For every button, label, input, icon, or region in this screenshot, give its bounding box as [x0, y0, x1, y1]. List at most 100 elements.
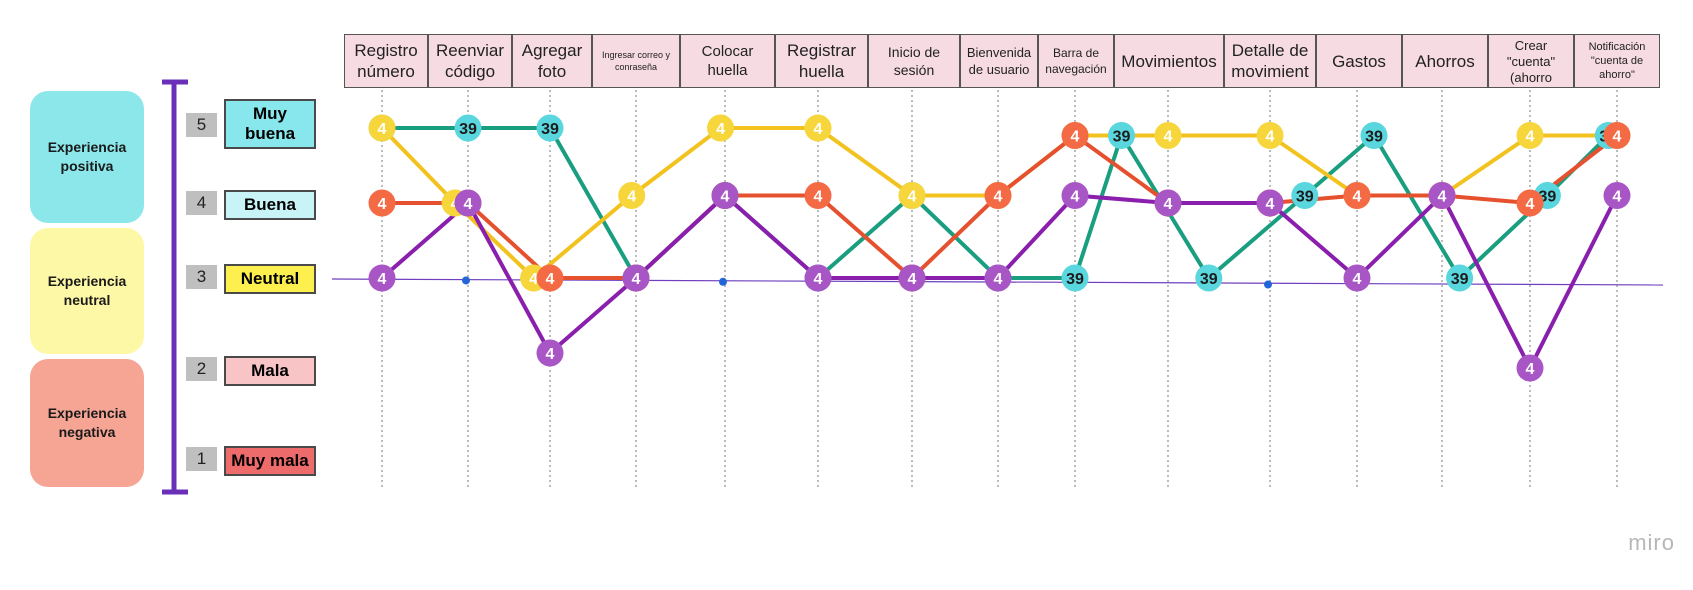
data-point-label: 4 [1438, 189, 1447, 206]
zone-negative: Experiencia negativa [30, 359, 144, 487]
data-point-label: 4 [627, 189, 636, 206]
data-point [1154, 189, 1182, 217]
step-header: Detalle de movimient [1224, 34, 1316, 88]
data-point-label: 4 [378, 121, 387, 138]
data-point-label: 4 [1526, 129, 1535, 146]
step-header: Ingresar correo y conraseña [592, 34, 680, 88]
data-point-label: 4 [1613, 129, 1622, 146]
step-header: Bienvenida de usuario [960, 34, 1038, 88]
data-point-label: 4 [1613, 189, 1622, 206]
data-point [898, 182, 926, 209]
step-header: Reenviar código [428, 34, 512, 88]
level-3-number: 3 [186, 265, 217, 289]
level-3-label: Neutral [224, 264, 316, 294]
level-4-number: 4 [186, 191, 217, 215]
data-point-label: 4 [1353, 189, 1362, 206]
data-point-label: 39 [1066, 271, 1084, 288]
data-point [804, 182, 832, 209]
data-point [1516, 122, 1544, 149]
data-point [707, 114, 735, 142]
data-point [618, 182, 646, 209]
data-point [1256, 122, 1284, 149]
data-point-label: 4 [908, 189, 917, 206]
data-point [1256, 189, 1284, 217]
data-point [711, 182, 739, 209]
step-header: Gastos [1316, 34, 1402, 88]
data-point [1195, 264, 1223, 292]
data-point [1360, 122, 1388, 149]
data-point-label: 4 [546, 346, 555, 363]
step-header: Registrar huella [775, 34, 868, 88]
data-point [1603, 122, 1631, 149]
data-point [1516, 189, 1544, 217]
data-point-label: 4 [1164, 196, 1173, 213]
miro-logo: miro [1628, 530, 1675, 555]
series-line [380, 126, 1611, 280]
data-point [1061, 182, 1089, 209]
step-header: Crear "cuenta" (ahorro [1488, 34, 1574, 88]
data-point-label: 4 [1526, 196, 1535, 213]
data-point [368, 114, 396, 142]
data-point [622, 264, 650, 292]
level-2-label: Mala [224, 356, 316, 386]
data-point-label: 4 [814, 189, 823, 206]
data-point [1108, 122, 1135, 149]
step-header: Inicio de sesión [868, 34, 960, 88]
step-header: Movimientos [1114, 34, 1224, 88]
data-point-label: 4 [1266, 196, 1275, 213]
data-point-label: 39 [1296, 189, 1314, 206]
data-point-label: 4 [908, 271, 917, 288]
step-header: Notificación "cuenta de ahorro" [1574, 34, 1660, 88]
level-1-number: 1 [186, 447, 217, 471]
data-point-label: 4 [814, 121, 823, 138]
data-point-label: 4 [529, 271, 538, 288]
baseline-dot [1264, 280, 1272, 289]
data-point-label: 4 [1353, 271, 1362, 288]
data-point-label: 4 [464, 196, 473, 213]
data-point-label: 39 [459, 121, 477, 138]
level-4-label: Buena [224, 190, 316, 220]
data-point [804, 114, 832, 142]
data-point-label: 4 [1526, 361, 1535, 378]
data-point-label: 4 [1266, 129, 1275, 146]
step-header: Colocar huella [680, 34, 775, 88]
data-point [1061, 122, 1089, 149]
data-point [1603, 182, 1631, 209]
data-point [1291, 182, 1319, 209]
level-1-label: Muy mala [224, 446, 316, 476]
data-point [898, 264, 926, 292]
data-point-label: 4 [632, 271, 641, 288]
data-point [1343, 182, 1371, 209]
baseline-dot [462, 276, 470, 285]
zone-positive: Experiencia positiva [30, 91, 144, 223]
data-point-label: 39 [1451, 271, 1469, 288]
data-point-label: 4 [1071, 129, 1080, 146]
data-point [984, 264, 1012, 292]
data-point-label: 4 [994, 189, 1003, 206]
data-point [536, 264, 564, 292]
data-point-label: 39 [541, 121, 559, 138]
data-point-label: 39 [1365, 129, 1383, 146]
data-point-label: 4 [378, 196, 387, 213]
data-point [454, 114, 482, 142]
step-header: Barra de navegación [1038, 34, 1114, 88]
data-point [368, 264, 396, 292]
level-2-number: 2 [186, 357, 217, 381]
data-point-label: 39 [1113, 129, 1131, 146]
data-point [804, 264, 832, 292]
level-5-label: Muy buena [224, 99, 316, 149]
data-point [1446, 264, 1474, 292]
data-point-label: 4 [546, 271, 555, 288]
data-point-label: 4 [1164, 129, 1173, 146]
data-point-label: 4 [721, 189, 730, 206]
data-point-label: 4 [378, 271, 387, 288]
data-point-label: 4 [994, 271, 1003, 288]
data-point [536, 339, 564, 367]
data-point [1154, 122, 1182, 149]
baseline-dot [719, 277, 727, 286]
level-5-number: 5 [186, 113, 217, 137]
data-point [536, 114, 564, 142]
step-header: Agregar foto [512, 34, 592, 88]
